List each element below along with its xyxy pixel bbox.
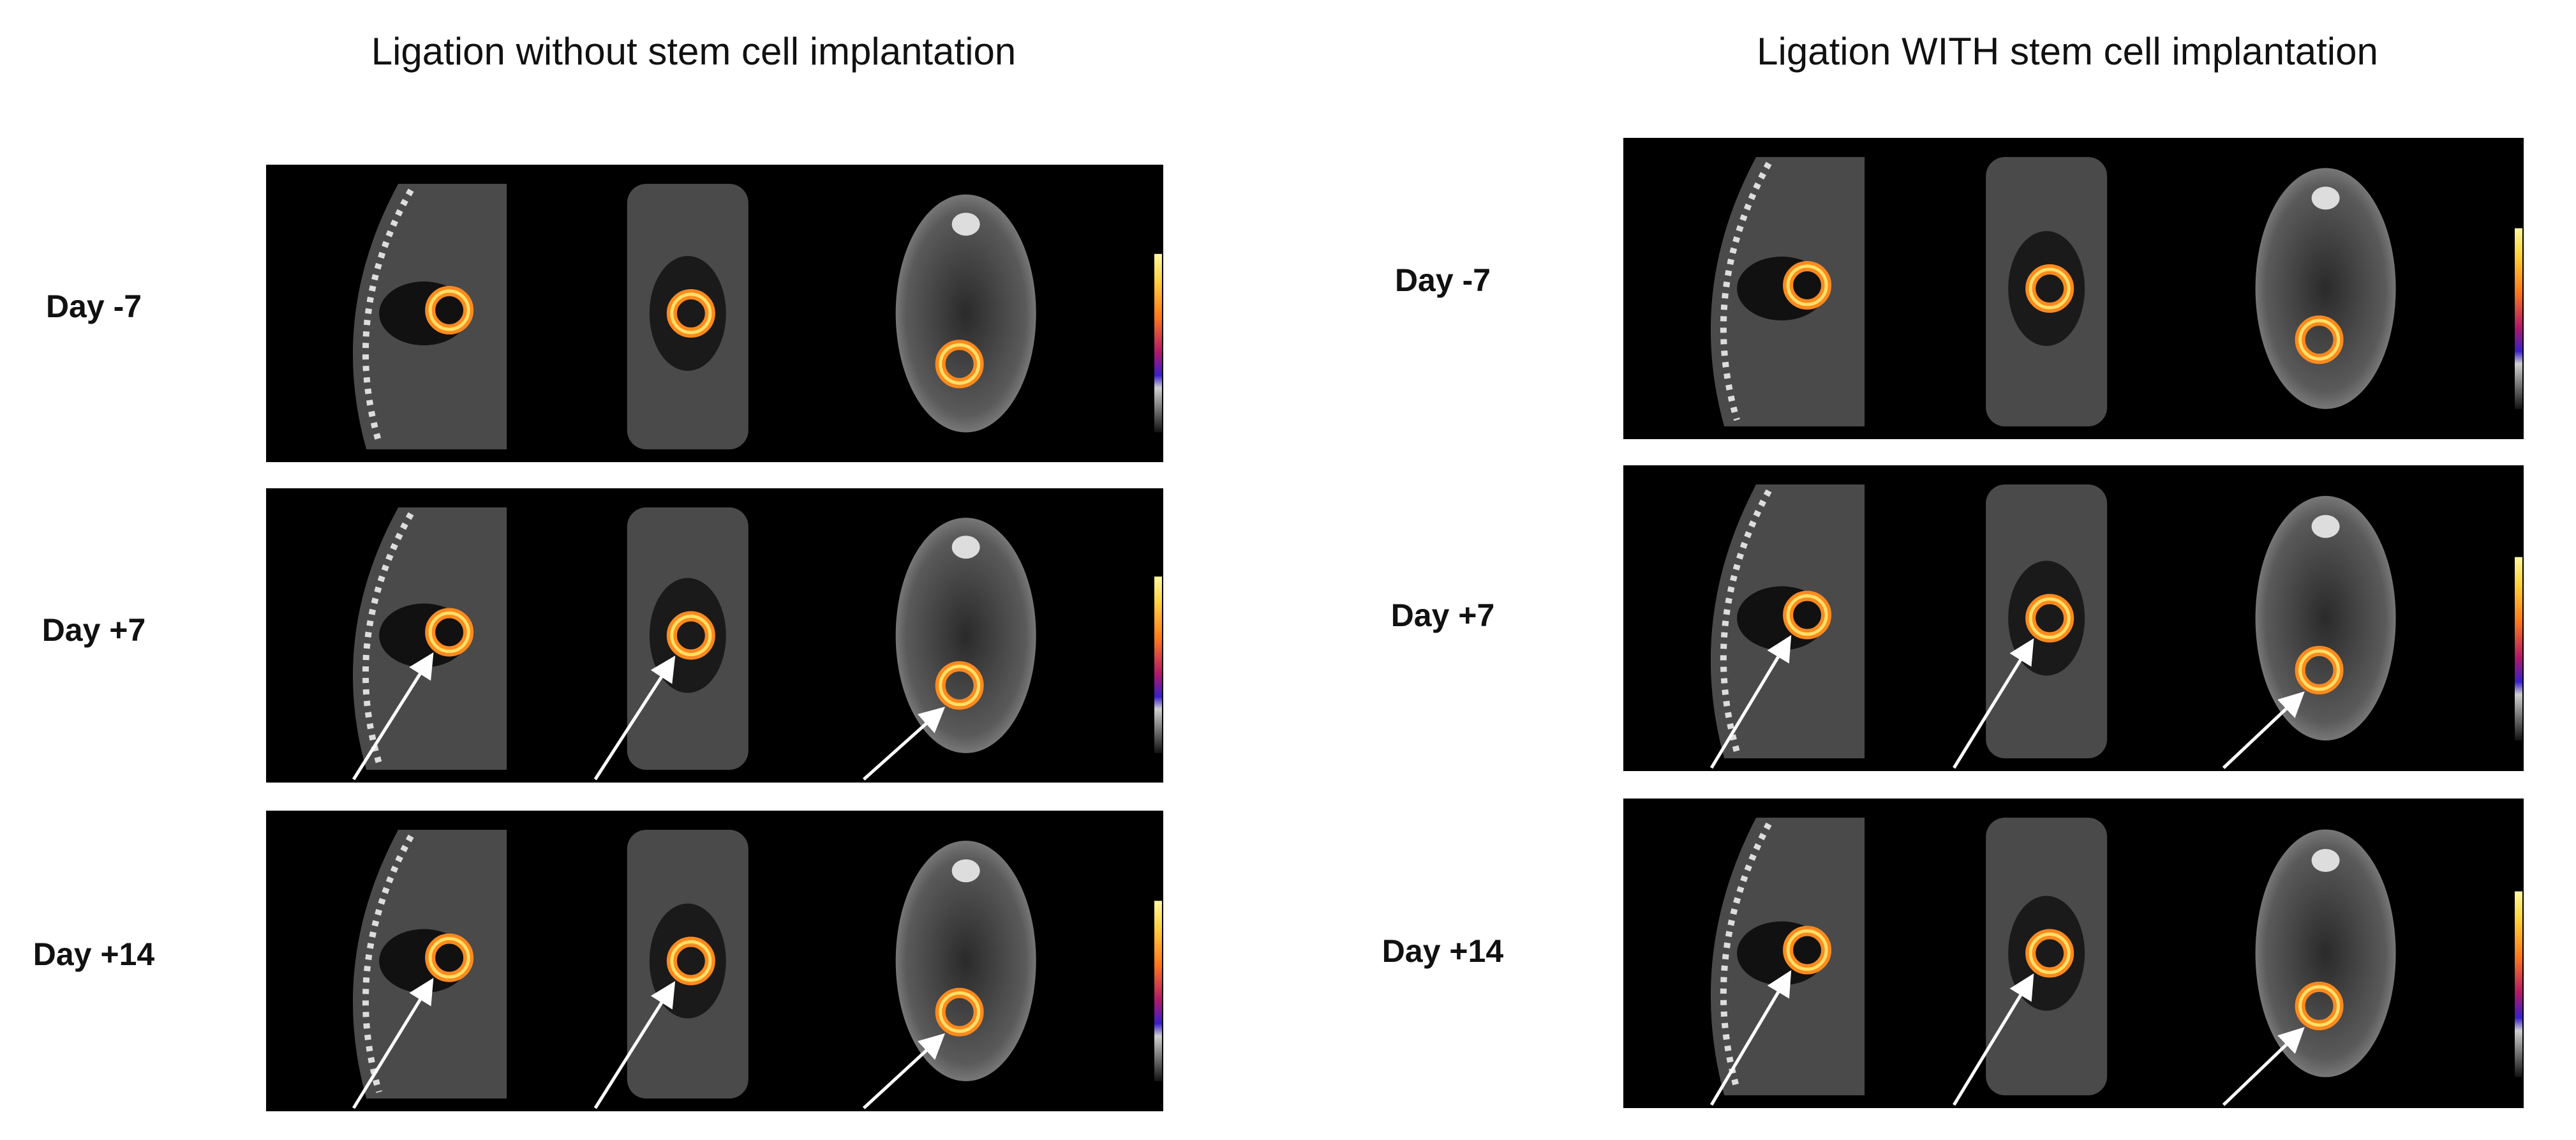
heart-signal-core	[1786, 929, 1828, 971]
scan-image	[266, 811, 1163, 1111]
scan-image	[1623, 465, 2524, 771]
spine	[362, 188, 414, 444]
scan-image	[266, 165, 1163, 462]
heart-signal-core	[2298, 319, 2341, 361]
heart-signal-core	[670, 292, 712, 334]
arrow	[352, 977, 434, 1109]
heart-signal-core	[2029, 267, 2071, 310]
axial-body	[2255, 168, 2396, 409]
spine	[362, 834, 414, 1093]
color-bar	[1154, 253, 1162, 433]
vertebra	[2311, 186, 2340, 210]
heart-signal-core	[1786, 264, 1828, 306]
spine	[362, 512, 414, 765]
arrow	[593, 656, 676, 781]
heart-signal-core	[939, 991, 981, 1033]
heart-signal-core	[670, 940, 712, 982]
scan-image	[1623, 138, 2524, 439]
heart-signal-core	[2029, 933, 2071, 974]
row-label: Day -7	[1395, 262, 1491, 298]
color-bar	[2515, 557, 2522, 741]
arrow	[863, 707, 946, 781]
heart-signal-core	[939, 664, 981, 707]
heart-signal-core	[2029, 597, 2071, 639]
scan-image	[266, 488, 1163, 783]
vertebra	[951, 859, 980, 883]
heart-signal-core	[670, 615, 712, 656]
vertebra	[2311, 514, 2340, 538]
axial-body	[2255, 829, 2396, 1077]
heart-signal-core	[2298, 649, 2341, 691]
arrow	[1709, 634, 1792, 769]
axial-body	[895, 518, 1036, 753]
row-label: Day +7	[1391, 597, 1495, 633]
heart-signal-core	[939, 343, 981, 385]
row-label: Day -7	[46, 289, 142, 324]
heart-signal-core	[1786, 594, 1828, 636]
spine	[1720, 161, 1772, 421]
axial-body	[895, 194, 1036, 433]
row-label: Day +14	[1382, 933, 1504, 969]
panel-title: Ligation WITH stem cell implantation	[1757, 30, 2378, 73]
heart-signal-core	[428, 611, 470, 653]
color-bar	[1154, 901, 1162, 1081]
spine	[1720, 489, 1772, 753]
arrow	[1709, 970, 1792, 1106]
arrow	[2222, 691, 2305, 769]
arrow	[1953, 973, 2034, 1106]
color-bar	[2515, 228, 2522, 409]
row-label: Day +14	[33, 936, 155, 972]
spine	[1720, 822, 1772, 1090]
arrow	[2222, 1027, 2305, 1106]
scan-image	[1623, 799, 2524, 1108]
axial-body	[2255, 495, 2396, 741]
vertebra	[951, 213, 980, 236]
heart-signal-core	[428, 937, 470, 979]
arrow	[352, 652, 434, 781]
lung	[2008, 231, 2085, 346]
heart-signal-core	[428, 289, 470, 331]
arrow	[862, 1033, 946, 1109]
lung	[649, 256, 726, 371]
arrow	[593, 981, 676, 1109]
row-label: Day +7	[42, 612, 146, 648]
axial-body	[895, 841, 1036, 1081]
vertebra	[2311, 849, 2340, 872]
color-bar	[1154, 576, 1162, 753]
panel-title: Ligation without stem cell implantation	[371, 30, 1016, 73]
vertebra	[951, 536, 980, 559]
color-bar	[2515, 891, 2522, 1077]
heart-signal-core	[2298, 985, 2341, 1027]
arrow	[1953, 638, 2034, 769]
